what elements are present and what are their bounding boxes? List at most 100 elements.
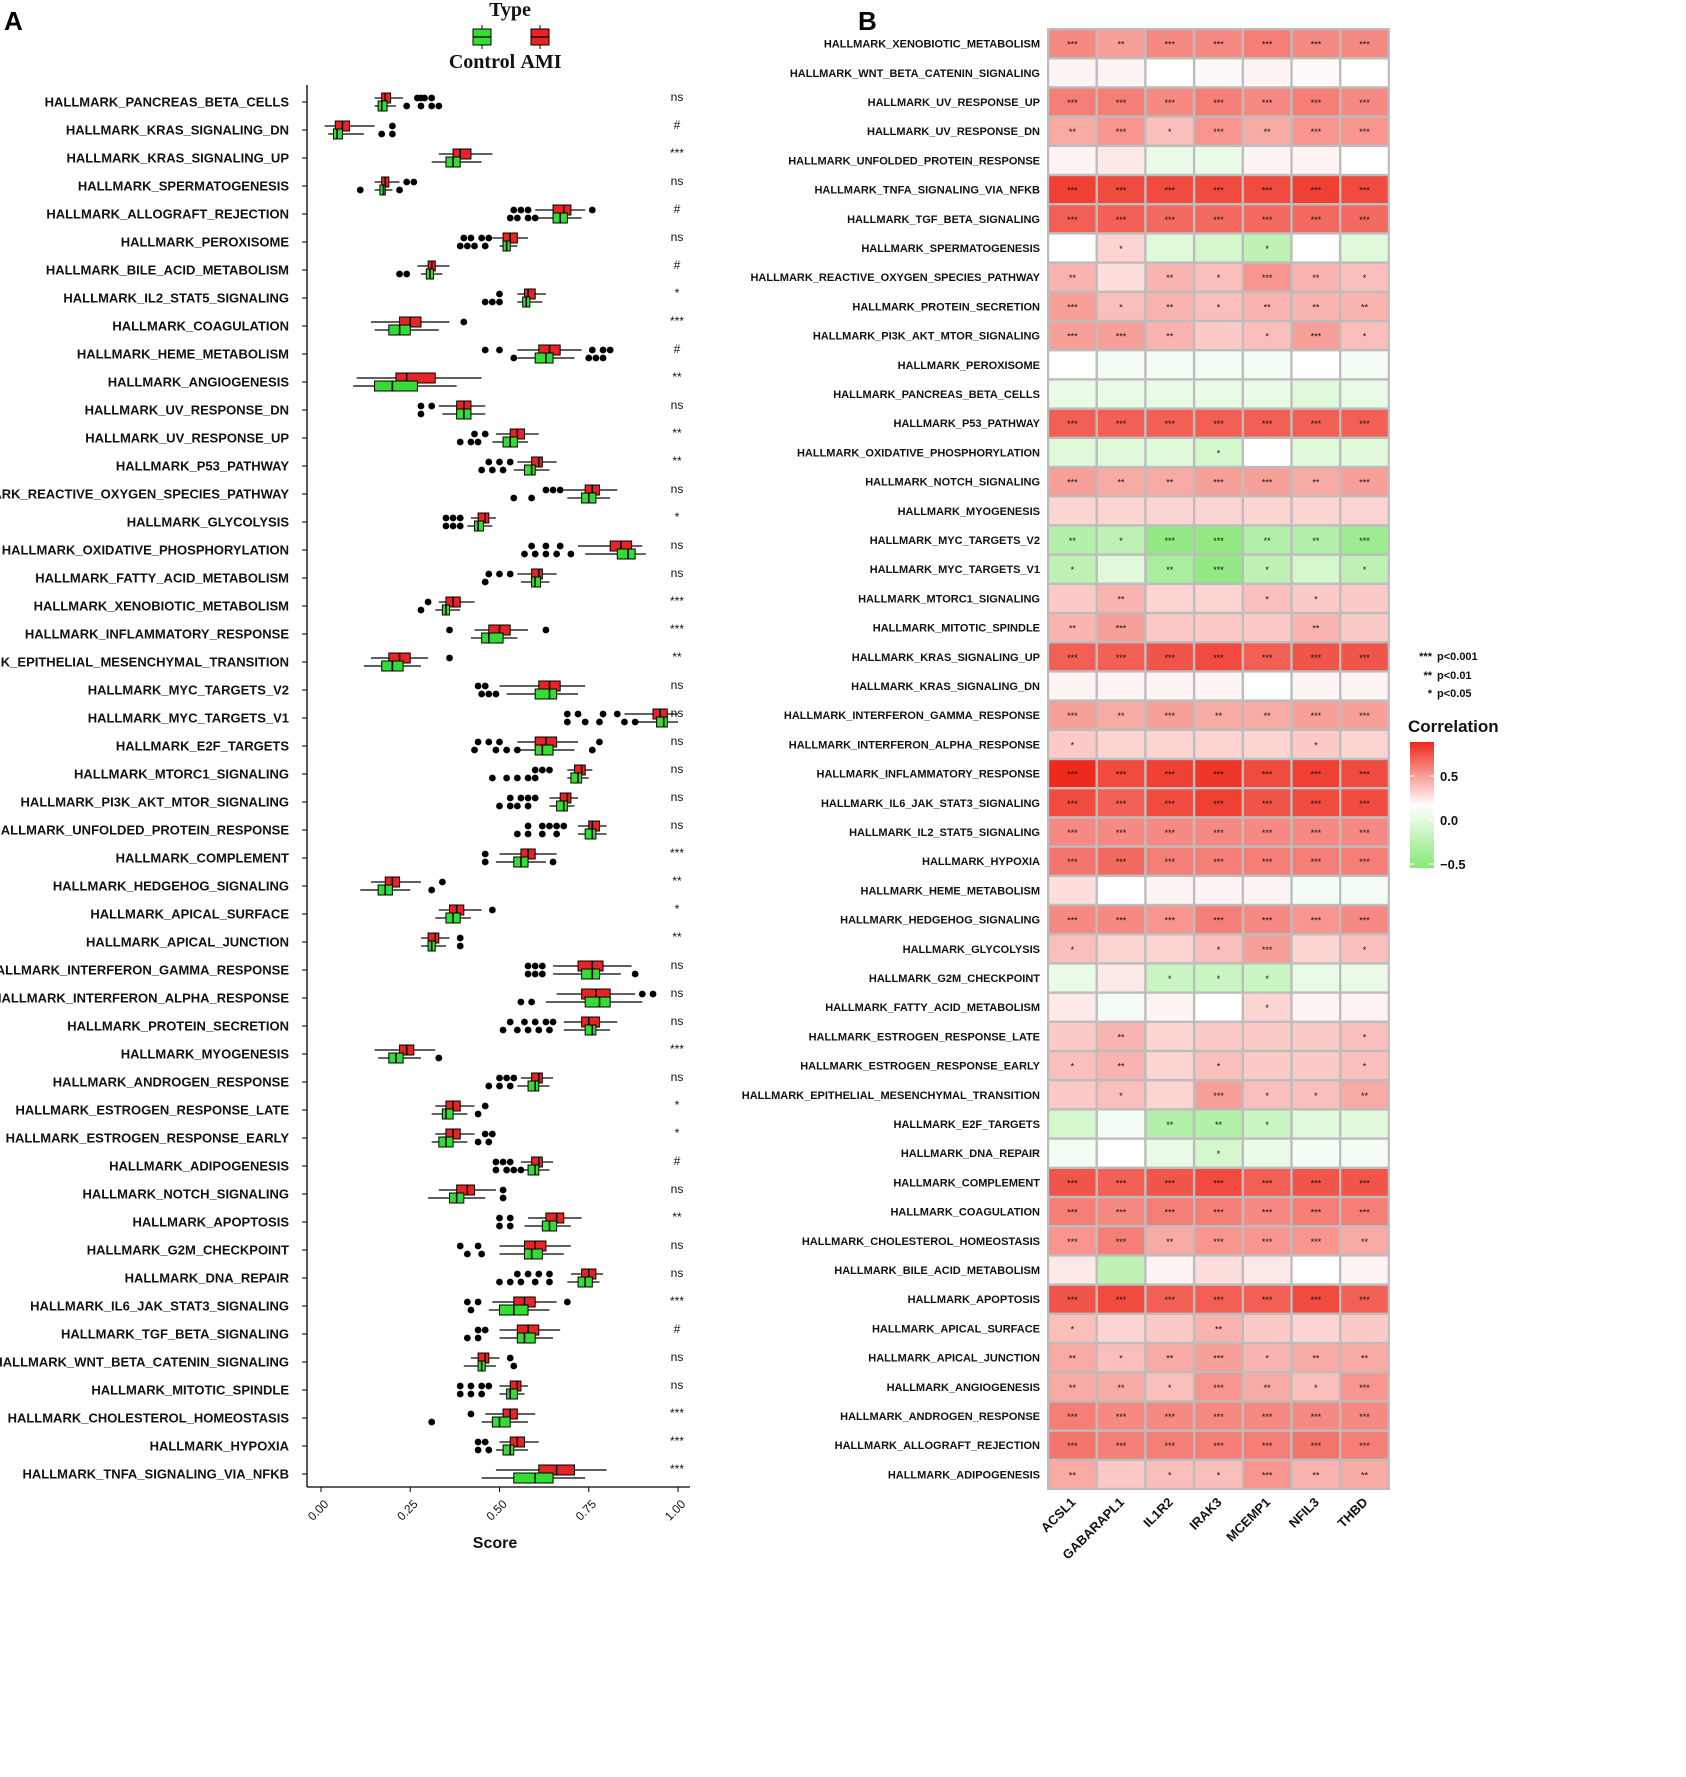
heatmap-cell (1146, 672, 1193, 700)
heatmap-cell (1097, 1256, 1145, 1284)
heatmap-row-label: HALLMARK_E2F_TARGETS (894, 1119, 1040, 1131)
row-label: HALLMARK_UNFOLDED_PROTEIN_RESPONSE (0, 823, 289, 838)
heatmap-cell (1195, 1227, 1242, 1255)
row-label: HALLMARK_TGF_BETA_SIGNALING (61, 1327, 289, 1342)
heatmap-cell (1341, 1431, 1388, 1459)
box-row: HALLMARK_UNFOLDED_PROTEIN_RESPONSE ns (0, 818, 683, 840)
heatmap-cell-sig: ** (1264, 711, 1272, 721)
outlier-point (463, 1334, 471, 1342)
heatmap-cell-sig: *** (1213, 1091, 1224, 1101)
heatmap-cell (1146, 877, 1193, 904)
significance-label: *** (670, 1462, 684, 1476)
heatmap-cell-sig: *** (1359, 1178, 1370, 1188)
heatmap-cell-sig: *** (1262, 186, 1273, 196)
heatmap-cell (1244, 322, 1291, 349)
row-label: HALLMARK_MITOTIC_SPINDLE (91, 1383, 289, 1398)
heatmap-cell (1097, 847, 1145, 875)
heatmap-cell-sig: *** (1213, 1237, 1224, 1247)
control-box (502, 1444, 515, 1456)
heatmap-cell-sig: ** (1312, 536, 1320, 546)
heatmap-cell-sig: ** (1166, 1354, 1174, 1364)
heatmap-cell (1049, 614, 1096, 641)
row-label: HALLMARK_DNA_REPAIR (125, 1271, 290, 1286)
heatmap-cell (1244, 993, 1291, 1021)
heatmap-cell (1292, 555, 1339, 583)
row-label: HALLMARK_ESTROGEN_RESPONSE_LATE (15, 1103, 289, 1118)
heatmap-cell-sig: *** (1311, 332, 1322, 342)
heatmap-cell (1146, 614, 1193, 641)
outlier-point (467, 438, 475, 446)
heatmap-cell (1292, 176, 1339, 203)
heatmap-cell-sig: *** (1213, 1412, 1224, 1422)
heatmap-cell (1146, 847, 1193, 875)
heatmap-cell (1146, 234, 1193, 262)
heatmap-cell (1341, 906, 1388, 933)
heatmap-row: HALLMARK_KRAS_SIGNALING_DN (851, 672, 1388, 700)
heatmap-cell-sig: *** (1116, 1178, 1127, 1188)
legend-label-ami: AMI (520, 51, 561, 73)
heatmap-cell (1292, 1285, 1339, 1313)
outlier-point (524, 794, 532, 802)
heatmap-cell (1146, 1081, 1193, 1109)
outlier-point (471, 430, 478, 438)
heatmap-cell (1292, 1198, 1339, 1225)
heatmap-row-label: HALLMARK_INTERFERON_GAMMA_RESPONSE (784, 710, 1040, 722)
sig-key-mark: *** (1419, 651, 1433, 663)
heatmap-row: HALLMARK_CHOLESTEROL_HOMEOSTASIS *** *** **… (802, 1227, 1388, 1255)
outlier-point (596, 718, 603, 726)
heatmap-cell-sig: *** (1213, 1441, 1224, 1451)
heatmap-row-label: HALLMARK_IL2_STAT5_SIGNALING (849, 827, 1040, 839)
box-row: HALLMARK_CHOLESTEROL_HOMEOSTASIS *** (8, 1406, 684, 1428)
box-row: HALLMARK_HEDGEHOG_SIGNALING ** (53, 874, 682, 896)
heatmap-row-label: HALLMARK_PI3K_AKT_MTOR_SIGNALING (813, 331, 1040, 343)
row-label: HALLMARK_INTERFERON_ALPHA_RESPONSE (0, 991, 289, 1006)
heatmap-row-label: HALLMARK_HEDGEHOG_SIGNALING (840, 915, 1040, 927)
box-row: HALLMARK_G2M_CHECKPOINT ns (87, 1238, 683, 1260)
heatmap-cell-sig: *** (1262, 1470, 1273, 1480)
heatmap-cell (1292, 293, 1339, 320)
outlier-point (556, 486, 564, 494)
outlier-point (485, 570, 493, 578)
heatmap-row-label: HALLMARK_IL6_JAK_STAT3_SIGNALING (821, 798, 1040, 810)
boxplot-panel: HALLMARK_PANCREAS_BETA_CELLS nsHALLMARK_K… (0, 0, 690, 1552)
heatmap-cell (1146, 176, 1193, 203)
heatmap-cell (1195, 643, 1242, 671)
heatmap-cell (1097, 147, 1145, 174)
heatmap-cell-sig: ** (1069, 1354, 1077, 1364)
outlier-point (542, 626, 550, 634)
box-row: HALLMARK_WNT_BETA_CATENIN_SIGNALING ns (0, 1350, 683, 1372)
heatmap-cell (1244, 701, 1291, 729)
heatmap-cell (1244, 176, 1291, 203)
outlier-point (474, 1110, 482, 1118)
heatmap-cell-sig: * (1363, 1032, 1367, 1042)
outlier-point (474, 1326, 482, 1334)
heatmap-cell (1341, 1052, 1388, 1079)
heatmap-cell (1341, 59, 1388, 87)
heatmap-cell-sig: *** (1311, 916, 1322, 926)
heatmap-cell (1049, 1139, 1096, 1167)
outlier-point (492, 690, 500, 698)
heatmap-cell (1146, 760, 1193, 787)
heatmap-cell (1244, 585, 1291, 612)
heatmap-cell (1097, 1315, 1145, 1342)
outlier-point (538, 962, 546, 970)
heatmap-cell-sig: ** (1264, 302, 1272, 312)
outlier-point (403, 102, 411, 110)
heatmap-cell (1292, 789, 1339, 817)
heatmap-cell-sig: ** (1118, 594, 1126, 604)
row-label: HALLMARK_IL2_STAT5_SIGNALING (63, 291, 289, 306)
significance-label: ns (671, 398, 684, 412)
heatmap-cell-sig: *** (1164, 799, 1175, 809)
significance-label: ** (672, 426, 682, 440)
heatmap-row-label: HALLMARK_SPERMATOGENESIS (861, 243, 1040, 255)
heatmap-cell (1049, 234, 1096, 262)
heatmap-cell (1292, 935, 1339, 963)
x-axis-title: Score (473, 1535, 518, 1552)
heatmap-cell (1292, 1461, 1339, 1488)
outlier-point (396, 270, 403, 278)
significance-label: ns (671, 566, 684, 580)
box-row: HALLMARK_MTORC1_SIGNALING ns (74, 762, 683, 784)
outlier-point (389, 122, 396, 130)
heatmap-cell (1195, 555, 1242, 583)
heatmap-cell (1049, 322, 1096, 349)
